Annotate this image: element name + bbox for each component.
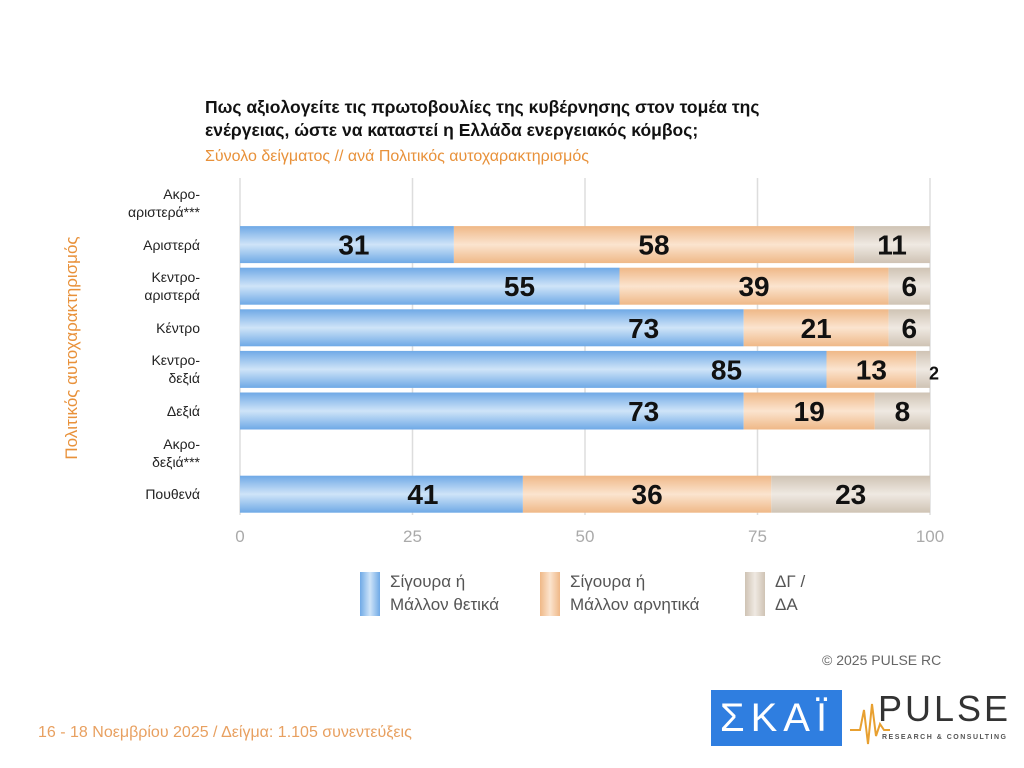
category-label: Πουθενά: [80, 485, 200, 503]
x-tick-label: 0: [235, 527, 244, 546]
bar-segment: [743, 392, 875, 430]
category-label: Αριστερά: [80, 236, 200, 254]
bar-segment: [240, 226, 454, 264]
bar-segment: [743, 309, 889, 347]
legend-line: Σίγουρα ή: [390, 572, 466, 591]
legend-dk: ΔΓ / ΔΑ: [775, 570, 805, 616]
x-tick-label: 50: [576, 527, 595, 546]
data-label: 8: [895, 396, 911, 427]
legend-positive: Σίγουρα ή Μάλλον θετικά: [390, 570, 499, 616]
bar-segment: [888, 309, 930, 347]
category-label: Δεξιά: [80, 402, 200, 420]
legend-swatch-dk: [745, 572, 765, 616]
data-label: 73: [628, 396, 659, 427]
footer-note: 16 - 18 Νοεμβρίου 2025 / Δείγμα: 1.105 σ…: [38, 724, 412, 741]
category-label: Κεντρο-αριστερά: [80, 268, 200, 304]
data-label: 19: [794, 396, 825, 427]
category-label-line: Κεντρο-: [151, 269, 200, 286]
bar-segment: [240, 267, 620, 305]
bar-segment: [826, 350, 917, 388]
data-label: 11: [877, 230, 907, 261]
bar-segment: [240, 475, 523, 513]
pulse-logo: PULSE: [878, 688, 1012, 729]
data-label: 55: [504, 271, 535, 302]
legend-swatch-negative: [540, 572, 560, 616]
legend-line: ΔΓ /: [775, 572, 806, 591]
category-label-line: Πουθενά: [145, 486, 200, 503]
data-label: 6: [902, 271, 918, 302]
legend-swatch-positive: [360, 572, 380, 616]
bar-segment: [916, 350, 930, 388]
data-label: 85: [711, 354, 742, 385]
category-label: Ακρο-δεξιά***: [80, 435, 200, 471]
pulse-wave-icon: [850, 703, 890, 745]
bar-segment: [522, 475, 772, 513]
category-label-line: αριστερά: [144, 287, 200, 304]
bar-segment: [771, 475, 930, 513]
bar-segment: [240, 309, 744, 347]
category-label-line: Ακρο-: [163, 435, 200, 452]
category-label: Κεντρο-δεξιά: [80, 351, 200, 387]
category-label: Ακρο-αριστερά***: [80, 185, 200, 221]
x-tick-label: 25: [403, 527, 422, 546]
data-label: 21: [801, 313, 832, 344]
bar-segment: [888, 267, 930, 305]
category-label-line: Αριστερά: [143, 236, 200, 253]
legend-line: Μάλλον θετικά: [390, 595, 500, 614]
category-label-line: δεξιά: [168, 370, 200, 387]
category-label-line: Ακρο-: [163, 186, 200, 202]
data-label: 41: [407, 479, 438, 510]
skai-logo: ΣΚΑΪ: [711, 690, 842, 746]
category-label-line: Κέντρο: [156, 319, 200, 336]
copyright: © 2025 PULSE RC: [822, 652, 942, 668]
bar-segment: [874, 392, 930, 430]
bar-segment: [240, 392, 744, 430]
category-label-line: αριστερά***: [128, 204, 200, 220]
category-label-line: δεξιά***: [152, 453, 200, 470]
data-label: 23: [835, 479, 866, 510]
data-label: 58: [638, 230, 669, 261]
bar-segment: [240, 350, 827, 388]
legend-negative: Σίγουρα ή Μάλλον αρνητικά: [570, 570, 699, 616]
category-label-line: Κεντρο-: [151, 352, 200, 369]
data-label: 73: [628, 313, 659, 344]
data-label: 2: [929, 363, 939, 383]
x-tick-label: 100: [916, 527, 944, 546]
data-label: 39: [738, 271, 769, 302]
legend-line: Σίγουρα ή: [570, 572, 646, 591]
data-label: 6: [902, 313, 918, 344]
category-label: Κέντρο: [80, 319, 200, 337]
legend-line: ΔΑ: [775, 595, 798, 614]
bar-segment: [854, 226, 930, 264]
data-label: 13: [856, 354, 887, 385]
legend-line: Μάλλον αρνητικά: [570, 595, 700, 614]
chart-subtitle: Σύνολο δείγματος // ανά Πολιτικός αυτοχα…: [205, 148, 589, 165]
category-label-line: Δεξιά: [166, 403, 200, 419]
bar-segment: [453, 226, 855, 264]
data-label: 31: [338, 230, 369, 261]
pulse-logo-sub: RESEARCH & CONSULTING: [882, 734, 1008, 741]
chart-title: Πως αξιολογείτε τις πρωτοβουλίες της κυβ…: [205, 97, 760, 140]
data-label: 36: [632, 479, 663, 510]
bar-segment: [619, 267, 889, 305]
x-tick-label: 75: [748, 527, 767, 546]
